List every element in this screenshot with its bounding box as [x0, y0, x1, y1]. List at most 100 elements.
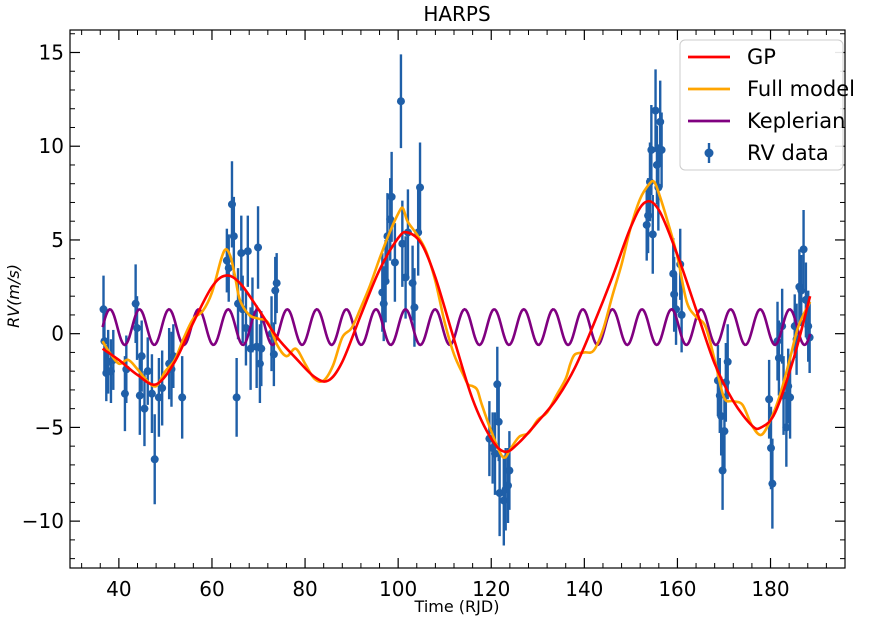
legend-entry-data: RV data — [704, 141, 829, 165]
rv-marker — [717, 412, 726, 421]
rv-marker — [786, 393, 795, 402]
rv-marker — [120, 389, 129, 398]
keplerian-line — [101, 307, 812, 347]
rv-marker — [229, 232, 238, 241]
rv-marker — [140, 404, 149, 413]
rv-data-point — [768, 438, 777, 529]
rv-data-point — [133, 296, 142, 360]
rv-marker — [143, 367, 152, 376]
rv-marker — [137, 352, 146, 361]
y-tick-label: −10 — [22, 509, 64, 533]
rv-data-point — [272, 253, 281, 314]
rv-marker — [232, 393, 241, 402]
rv-marker — [677, 310, 686, 319]
rv-marker — [765, 395, 774, 404]
rv-data-point — [648, 194, 657, 274]
rv-marker — [782, 423, 791, 432]
rv-data-point — [416, 142, 425, 233]
rv-marker — [774, 354, 783, 363]
rv-marker — [131, 299, 140, 308]
legend-entry-kep: Keplerian — [688, 109, 845, 133]
x-tick-label: 60 — [199, 577, 224, 601]
legend-entry-full: Full model — [688, 77, 855, 101]
rv-marker — [642, 220, 651, 229]
rv-marker — [493, 380, 502, 389]
legend-label: GP — [747, 45, 776, 69]
rv-marker — [224, 264, 233, 273]
rv-marker — [387, 192, 396, 201]
rv-marker — [657, 145, 666, 154]
rv-data-point — [490, 412, 499, 495]
rv-data-point — [237, 215, 246, 291]
rv-marker — [237, 249, 246, 258]
x-tick-label: 140 — [565, 577, 603, 601]
rv-marker — [133, 324, 142, 333]
rv-marker — [651, 106, 660, 115]
rv-marker — [494, 417, 503, 426]
rv-data-point — [224, 234, 233, 302]
rv-data-point — [720, 393, 729, 469]
chart-title: HARPS — [423, 2, 490, 26]
rv-marker — [243, 247, 252, 256]
legend-box — [679, 39, 844, 171]
x-tick-label: 100 — [379, 577, 417, 601]
rv-data-point — [243, 215, 252, 287]
rv-marker — [504, 481, 513, 490]
rv-marker — [135, 391, 144, 400]
rv-data-point — [137, 320, 146, 392]
rv-marker — [804, 322, 813, 331]
rv-data-point — [390, 223, 399, 302]
rv-data-point — [396, 54, 405, 149]
rv-data-point — [143, 337, 152, 405]
rv-data-point — [254, 206, 263, 289]
rv-data-point — [135, 356, 144, 435]
rv-data-point — [782, 388, 791, 467]
rv-marker — [147, 389, 156, 398]
plot-area — [69, 29, 846, 569]
rv-marker — [490, 449, 499, 458]
rv-marker — [723, 357, 732, 366]
rv-marker — [150, 455, 159, 464]
rv-marker — [257, 344, 266, 353]
rv-data-point — [723, 324, 732, 400]
x-tick-label: 80 — [292, 577, 317, 601]
rv-marker — [158, 384, 167, 393]
x-tick-label: 120 — [472, 577, 510, 601]
plot-frame — [69, 29, 846, 569]
y-tick-label: 15 — [39, 40, 64, 64]
rv-marker — [416, 183, 425, 192]
rv-data-point — [150, 414, 159, 505]
legend-label: Keplerian — [747, 109, 845, 133]
rv-data-point — [774, 320, 783, 396]
rv-marker — [154, 393, 163, 402]
rv-data-point — [647, 104, 656, 195]
full-model-line — [101, 179, 812, 459]
rv-marker — [272, 279, 281, 288]
rv-data-point — [799, 209, 808, 289]
rv-data-point — [651, 69, 660, 152]
data-layer — [99, 54, 814, 546]
legend-marker-swatch — [704, 148, 714, 158]
rv-marker — [254, 243, 263, 252]
y-axis-label: RV(m/s) — [4, 264, 23, 328]
rv-marker — [398, 239, 407, 248]
rv-data-point — [657, 112, 666, 188]
rv-data-point — [257, 311, 266, 387]
rv-marker — [505, 466, 514, 475]
rv-data-point — [495, 449, 504, 537]
rv-marker — [799, 245, 808, 254]
rv-data-point — [398, 200, 407, 287]
rv-marker — [656, 117, 665, 126]
y-tick-label: 5 — [51, 228, 64, 252]
rv-marker — [495, 489, 504, 498]
rv-data-point — [232, 358, 241, 437]
rv-marker — [720, 427, 729, 436]
x-tick-label: 160 — [658, 577, 696, 601]
rv-marker — [271, 286, 280, 295]
rv-marker — [410, 303, 419, 312]
legend-label: Full model — [747, 77, 855, 101]
rv-data-point — [158, 350, 167, 426]
rv-marker — [178, 393, 187, 402]
rv-data-point — [229, 196, 238, 276]
